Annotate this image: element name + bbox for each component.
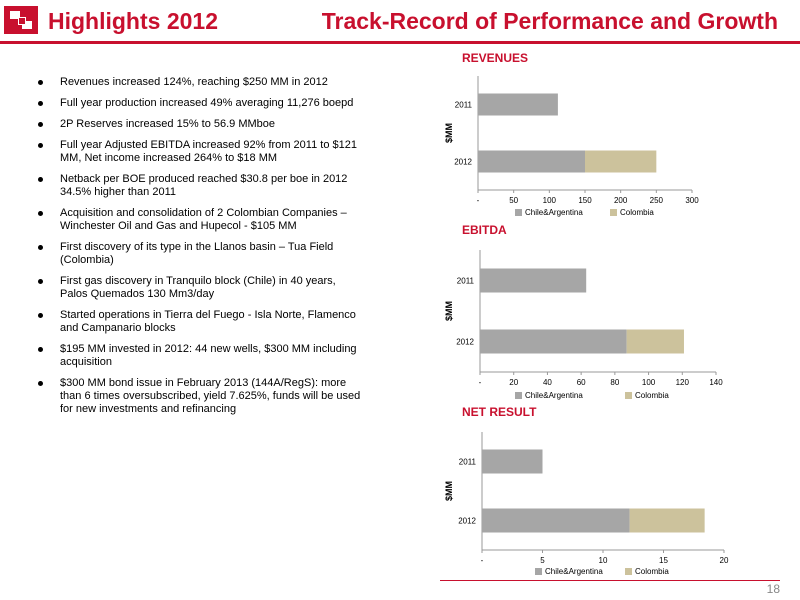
- x-tick-label: 20: [509, 378, 518, 387]
- bullet-text: $300 MM bond issue in February 2013 (144…: [60, 377, 361, 415]
- bullet-text: $195 MM invested in 2012: 44 new wells, …: [60, 343, 357, 368]
- bar-2011-chile-argentina: [478, 93, 558, 116]
- bullet-item: $195 MM invested in 2012: 44 new wells, …: [34, 343, 364, 369]
- highlights-list: Revenues increased 124%, reaching $250 M…: [34, 76, 364, 424]
- bullet-dot-icon: [38, 245, 43, 250]
- bullet-text: Full year production increased 49% avera…: [60, 97, 354, 109]
- bullet-dot-icon: [38, 347, 43, 352]
- bullet-item: Started operations in Tierra del Fuego -…: [34, 309, 364, 335]
- x-tick-label: 300: [685, 196, 699, 205]
- category-label: 2011: [459, 458, 477, 467]
- bullet-item: Full year Adjusted EBITDA increased 92% …: [34, 139, 364, 165]
- bar-2011-chile-argentina: [480, 268, 587, 293]
- bullet-item: First discovery of its type in the Llano…: [34, 241, 364, 267]
- category-label: 2011: [455, 101, 473, 110]
- bar-2012-colombia: [626, 329, 684, 354]
- section-title: Track-Record of Performance and Growth: [321, 8, 778, 34]
- slide-title: Highlights 2012: [48, 8, 218, 34]
- bullet-text: First gas discovery in Tranquilo block (…: [60, 275, 336, 300]
- bullet-text: Full year Adjusted EBITDA increased 92% …: [60, 139, 357, 164]
- y-axis-label: $MM: [444, 481, 454, 501]
- category-label: 2012: [454, 158, 472, 167]
- bullet-item: Netback per BOE produced reached $30.8 p…: [34, 173, 364, 199]
- x-tick-label: 15: [659, 556, 668, 565]
- bar-2012-chile-argentina: [480, 329, 627, 354]
- bullet-dot-icon: [38, 279, 43, 284]
- revenues-chart-title: REVENUES: [462, 51, 529, 65]
- x-tick-label: -: [481, 556, 484, 565]
- footer-rule: [440, 580, 780, 581]
- bullet-dot-icon: [38, 143, 43, 148]
- legend-label: Colombia: [620, 208, 654, 217]
- x-tick-label: 120: [676, 378, 690, 387]
- bar-2012-colombia: [585, 150, 657, 173]
- legend-swatch: [625, 568, 632, 575]
- bullet-dot-icon: [38, 80, 43, 85]
- bullet-text: Netback per BOE produced reached $30.8 p…: [60, 173, 348, 198]
- category-label: 2011: [457, 277, 475, 286]
- bar-2012-chile-argentina: [482, 508, 630, 533]
- legend-label: Chile&Argentina: [525, 391, 583, 400]
- x-tick-label: 200: [614, 196, 628, 205]
- bullet-item: Acquisition and consolidation of 2 Colom…: [34, 207, 364, 233]
- bullet-text: 2P Reserves increased 15% to 56.9 MMboe: [60, 118, 276, 130]
- x-tick-label: -: [477, 196, 480, 205]
- bullet-dot-icon: [38, 177, 43, 182]
- bar-2012-colombia: [629, 508, 705, 533]
- net-result-chart: 2011 2012 - 5 10 15 20 $MM Chile&Argentina Colomb…: [444, 432, 729, 576]
- bullet-dot-icon: [38, 101, 43, 106]
- x-tick-label: 5: [540, 556, 545, 565]
- legend-swatch: [515, 392, 522, 399]
- x-tick-label: 100: [642, 378, 656, 387]
- bullet-text: Revenues increased 124%, reaching $250 M…: [60, 76, 328, 88]
- x-tick-label: 60: [577, 378, 586, 387]
- bullet-dot-icon: [38, 313, 43, 318]
- x-tick-label: 80: [610, 378, 619, 387]
- bullet-text: Acquisition and consolidation of 2 Colom…: [60, 207, 347, 232]
- legend-label: Chile&Argentina: [525, 208, 583, 217]
- x-tick-label: 140: [709, 378, 723, 387]
- ebitda-chart-title: EBITDA: [462, 223, 507, 237]
- slide-header: Highlights 2012 Track-Record of Performa…: [0, 0, 800, 44]
- legend-swatch: [515, 209, 522, 216]
- net-result-chart-title: NET RESULT: [462, 405, 537, 419]
- x-tick-label: 50: [509, 196, 518, 205]
- bullet-dot-icon: [38, 211, 43, 216]
- legend-label: Chile&Argentina: [545, 567, 603, 576]
- legend-swatch: [535, 568, 542, 575]
- bullet-item: Revenues increased 124%, reaching $250 M…: [34, 76, 364, 89]
- x-tick-label: 250: [650, 196, 664, 205]
- page-number: 18: [766, 582, 780, 596]
- y-axis-label: $MM: [444, 123, 454, 143]
- y-axis-label: $MM: [444, 301, 454, 321]
- x-tick-label: 100: [543, 196, 557, 205]
- x-tick-label: 40: [543, 378, 552, 387]
- legend-label: Colombia: [635, 567, 669, 576]
- legend-swatch: [625, 392, 632, 399]
- category-label: 2012: [458, 517, 476, 526]
- ebitda-chart: 2011 2012 - 20 40 60 80 100 120 140 $MM Chile&Argen…: [444, 250, 723, 400]
- x-tick-label: 20: [720, 556, 729, 565]
- x-tick-label: 10: [599, 556, 608, 565]
- x-tick-label: 150: [578, 196, 592, 205]
- bullet-item: $300 MM bond issue in February 2013 (144…: [34, 377, 364, 416]
- revenues-chart: 2011 2012 - 50 100 150 200 250 300 $MM Chile&Argen…: [444, 76, 699, 217]
- bullet-item: First gas discovery in Tranquilo block (…: [34, 275, 364, 301]
- bar-2011-chile-argentina: [482, 449, 543, 474]
- company-logo: [4, 6, 38, 34]
- legend-swatch: [610, 209, 617, 216]
- x-tick-label: -: [479, 378, 482, 387]
- bullet-text: Started operations in Tierra del Fuego -…: [60, 309, 356, 334]
- bullet-item: 2P Reserves increased 15% to 56.9 MMboe: [34, 118, 364, 131]
- bar-2012-chile-argentina: [478, 150, 585, 173]
- bullet-item: Full year production increased 49% avera…: [34, 97, 364, 110]
- header-rule: [0, 41, 800, 44]
- category-label: 2012: [456, 338, 474, 347]
- bullet-dot-icon: [38, 122, 43, 127]
- legend-label: Colombia: [635, 391, 669, 400]
- bullet-text: First discovery of its type in the Llano…: [60, 241, 334, 266]
- bullet-dot-icon: [38, 381, 43, 386]
